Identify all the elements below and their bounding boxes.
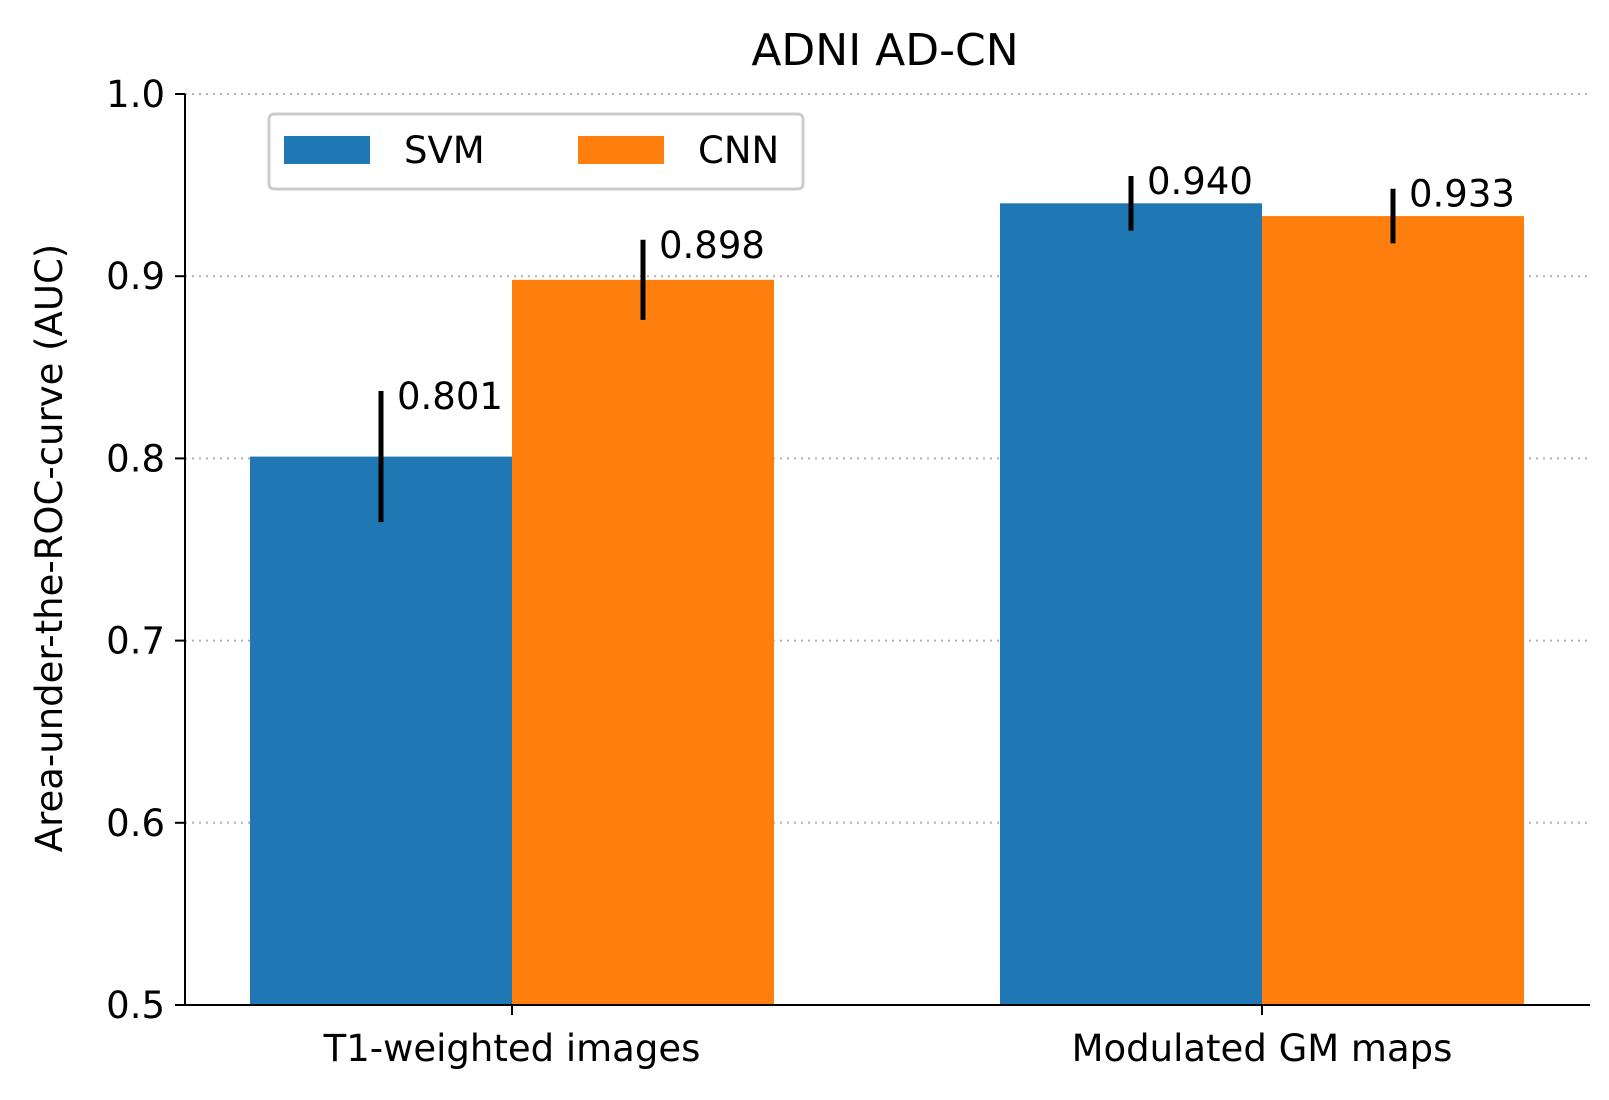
bar-cnn	[512, 279, 774, 1005]
value-label: 0.801	[397, 375, 503, 418]
y-tick-label: 1.0	[106, 73, 165, 116]
error-bars	[378, 175, 1396, 523]
bar-cnn	[1262, 216, 1524, 1006]
bar-svm	[250, 456, 512, 1005]
y-axis-label: Area-under-the-ROC-curve (AUC)	[28, 244, 71, 852]
legend-label-svm: SVM	[404, 129, 485, 172]
x-tick-label: Modulated GM maps	[1072, 1027, 1453, 1070]
bars	[250, 203, 1524, 1006]
legend-swatch-svm	[284, 136, 370, 164]
y-tick-label: 0.8	[106, 437, 165, 480]
legend-swatch-cnn	[578, 136, 664, 164]
chart-title: ADNI AD-CN	[751, 25, 1018, 76]
axes: 0.5 0.6 0.7 0.8 0.9 1.0 T1-weighted images Modu…	[106, 73, 1590, 1070]
y-tick-label: 0.6	[106, 802, 165, 845]
value-label: 0.940	[1147, 160, 1253, 203]
y-tick-label: 0.9	[106, 255, 165, 298]
value-labels: 0.801 0.898 0.940 0.933	[397, 160, 1515, 418]
value-label: 0.933	[1409, 173, 1515, 216]
bar-svm	[1000, 203, 1262, 1005]
value-label: 0.898	[659, 224, 765, 267]
y-tick-label: 0.7	[106, 620, 165, 663]
legend-label-cnn: CNN	[698, 129, 779, 172]
legend-box	[267, 112, 805, 191]
legend: SVM CNN	[267, 112, 805, 191]
y-tick-label: 0.5	[106, 984, 165, 1027]
x-tick-label: T1-weighted images	[323, 1027, 701, 1070]
